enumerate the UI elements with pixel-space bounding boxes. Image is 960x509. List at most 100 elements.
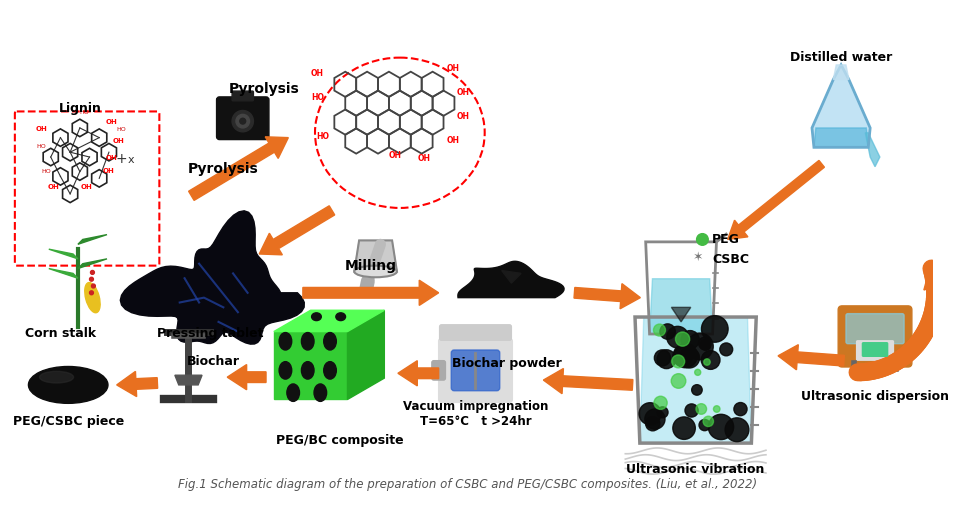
- Text: HO: HO: [80, 110, 89, 115]
- Text: Ultrasonic vibration: Ultrasonic vibration: [627, 462, 765, 475]
- Polygon shape: [49, 269, 78, 279]
- Text: PEG: PEG: [712, 233, 740, 246]
- Circle shape: [725, 418, 749, 442]
- Circle shape: [702, 316, 728, 343]
- Circle shape: [89, 278, 93, 281]
- Text: HO: HO: [41, 168, 51, 173]
- Polygon shape: [397, 361, 439, 386]
- Text: Pressing tablet: Pressing tablet: [157, 327, 264, 340]
- Text: OH: OH: [446, 136, 460, 145]
- Polygon shape: [502, 271, 521, 284]
- Text: Biochar: Biochar: [187, 354, 240, 367]
- Polygon shape: [274, 332, 348, 400]
- Polygon shape: [778, 345, 845, 370]
- Polygon shape: [543, 369, 633, 394]
- Ellipse shape: [301, 362, 314, 379]
- Polygon shape: [812, 66, 870, 148]
- Polygon shape: [78, 260, 107, 269]
- Text: Corn stalk: Corn stalk: [25, 327, 96, 340]
- Circle shape: [699, 419, 710, 431]
- Circle shape: [667, 327, 688, 348]
- FancyBboxPatch shape: [856, 341, 894, 360]
- Text: OH: OH: [456, 88, 469, 97]
- Text: Milling: Milling: [345, 258, 396, 272]
- Circle shape: [240, 119, 246, 125]
- Circle shape: [681, 331, 699, 349]
- Ellipse shape: [312, 313, 322, 321]
- Circle shape: [697, 234, 708, 246]
- Circle shape: [703, 416, 713, 427]
- Text: Biochar powder: Biochar powder: [451, 356, 562, 369]
- Circle shape: [713, 406, 720, 412]
- Polygon shape: [120, 211, 304, 345]
- Polygon shape: [865, 133, 880, 167]
- Text: Distilled water: Distilled water: [790, 51, 892, 64]
- Text: Pyrolysis: Pyrolysis: [188, 161, 259, 175]
- Text: HO: HO: [316, 131, 328, 140]
- Ellipse shape: [279, 333, 292, 350]
- Ellipse shape: [279, 362, 292, 379]
- Circle shape: [686, 333, 713, 360]
- Text: Ultrasonic dispersion: Ultrasonic dispersion: [801, 390, 949, 403]
- Circle shape: [655, 350, 670, 366]
- Circle shape: [660, 324, 675, 340]
- Circle shape: [654, 397, 667, 410]
- Text: Vacuum impregnation
T=65°C   t >24hr: Vacuum impregnation T=65°C t >24hr: [403, 399, 548, 427]
- Circle shape: [639, 403, 661, 425]
- Text: OH: OH: [418, 154, 431, 162]
- Circle shape: [733, 403, 747, 416]
- Circle shape: [657, 407, 668, 418]
- Polygon shape: [640, 318, 752, 443]
- Circle shape: [654, 324, 665, 336]
- Ellipse shape: [39, 372, 74, 383]
- Polygon shape: [78, 235, 107, 245]
- Circle shape: [708, 414, 733, 440]
- Circle shape: [701, 351, 720, 370]
- Text: Lignin: Lignin: [59, 102, 101, 115]
- Ellipse shape: [324, 333, 336, 350]
- FancyBboxPatch shape: [232, 92, 253, 102]
- FancyBboxPatch shape: [862, 343, 888, 357]
- Circle shape: [91, 285, 95, 289]
- Circle shape: [657, 350, 676, 369]
- Polygon shape: [814, 129, 868, 148]
- Text: OH: OH: [48, 184, 60, 190]
- Text: OH: OH: [112, 138, 125, 144]
- Ellipse shape: [287, 384, 300, 402]
- Circle shape: [672, 355, 684, 368]
- Circle shape: [692, 385, 702, 395]
- FancyBboxPatch shape: [217, 98, 269, 140]
- Circle shape: [676, 332, 689, 347]
- Polygon shape: [188, 137, 288, 201]
- Text: HO: HO: [311, 93, 324, 102]
- Text: CSBC: CSBC: [712, 252, 749, 265]
- Polygon shape: [117, 372, 157, 397]
- Polygon shape: [458, 262, 564, 298]
- Text: x: x: [128, 155, 134, 164]
- Ellipse shape: [354, 266, 396, 278]
- Ellipse shape: [84, 283, 100, 313]
- Polygon shape: [274, 310, 384, 332]
- Ellipse shape: [301, 333, 314, 350]
- Ellipse shape: [314, 384, 326, 402]
- Text: +: +: [116, 152, 128, 165]
- Text: PEG/BC composite: PEG/BC composite: [276, 433, 403, 446]
- Circle shape: [700, 340, 711, 351]
- Circle shape: [685, 404, 698, 417]
- Text: OH: OH: [103, 167, 115, 173]
- Text: ✶: ✶: [693, 250, 704, 263]
- Polygon shape: [49, 249, 78, 260]
- Polygon shape: [302, 280, 439, 306]
- Polygon shape: [354, 241, 396, 272]
- Circle shape: [673, 417, 695, 439]
- Polygon shape: [924, 266, 949, 291]
- Circle shape: [673, 344, 698, 368]
- Text: HO: HO: [36, 144, 46, 149]
- Circle shape: [89, 291, 93, 295]
- Polygon shape: [671, 308, 691, 322]
- Polygon shape: [833, 66, 849, 80]
- Text: OH: OH: [311, 69, 324, 77]
- Text: Fig.1 Schematic diagram of the preparation of CSBC and PEG/CSBC composites. (Liu: Fig.1 Schematic diagram of the preparati…: [179, 477, 757, 490]
- Circle shape: [90, 271, 94, 275]
- Circle shape: [679, 348, 700, 369]
